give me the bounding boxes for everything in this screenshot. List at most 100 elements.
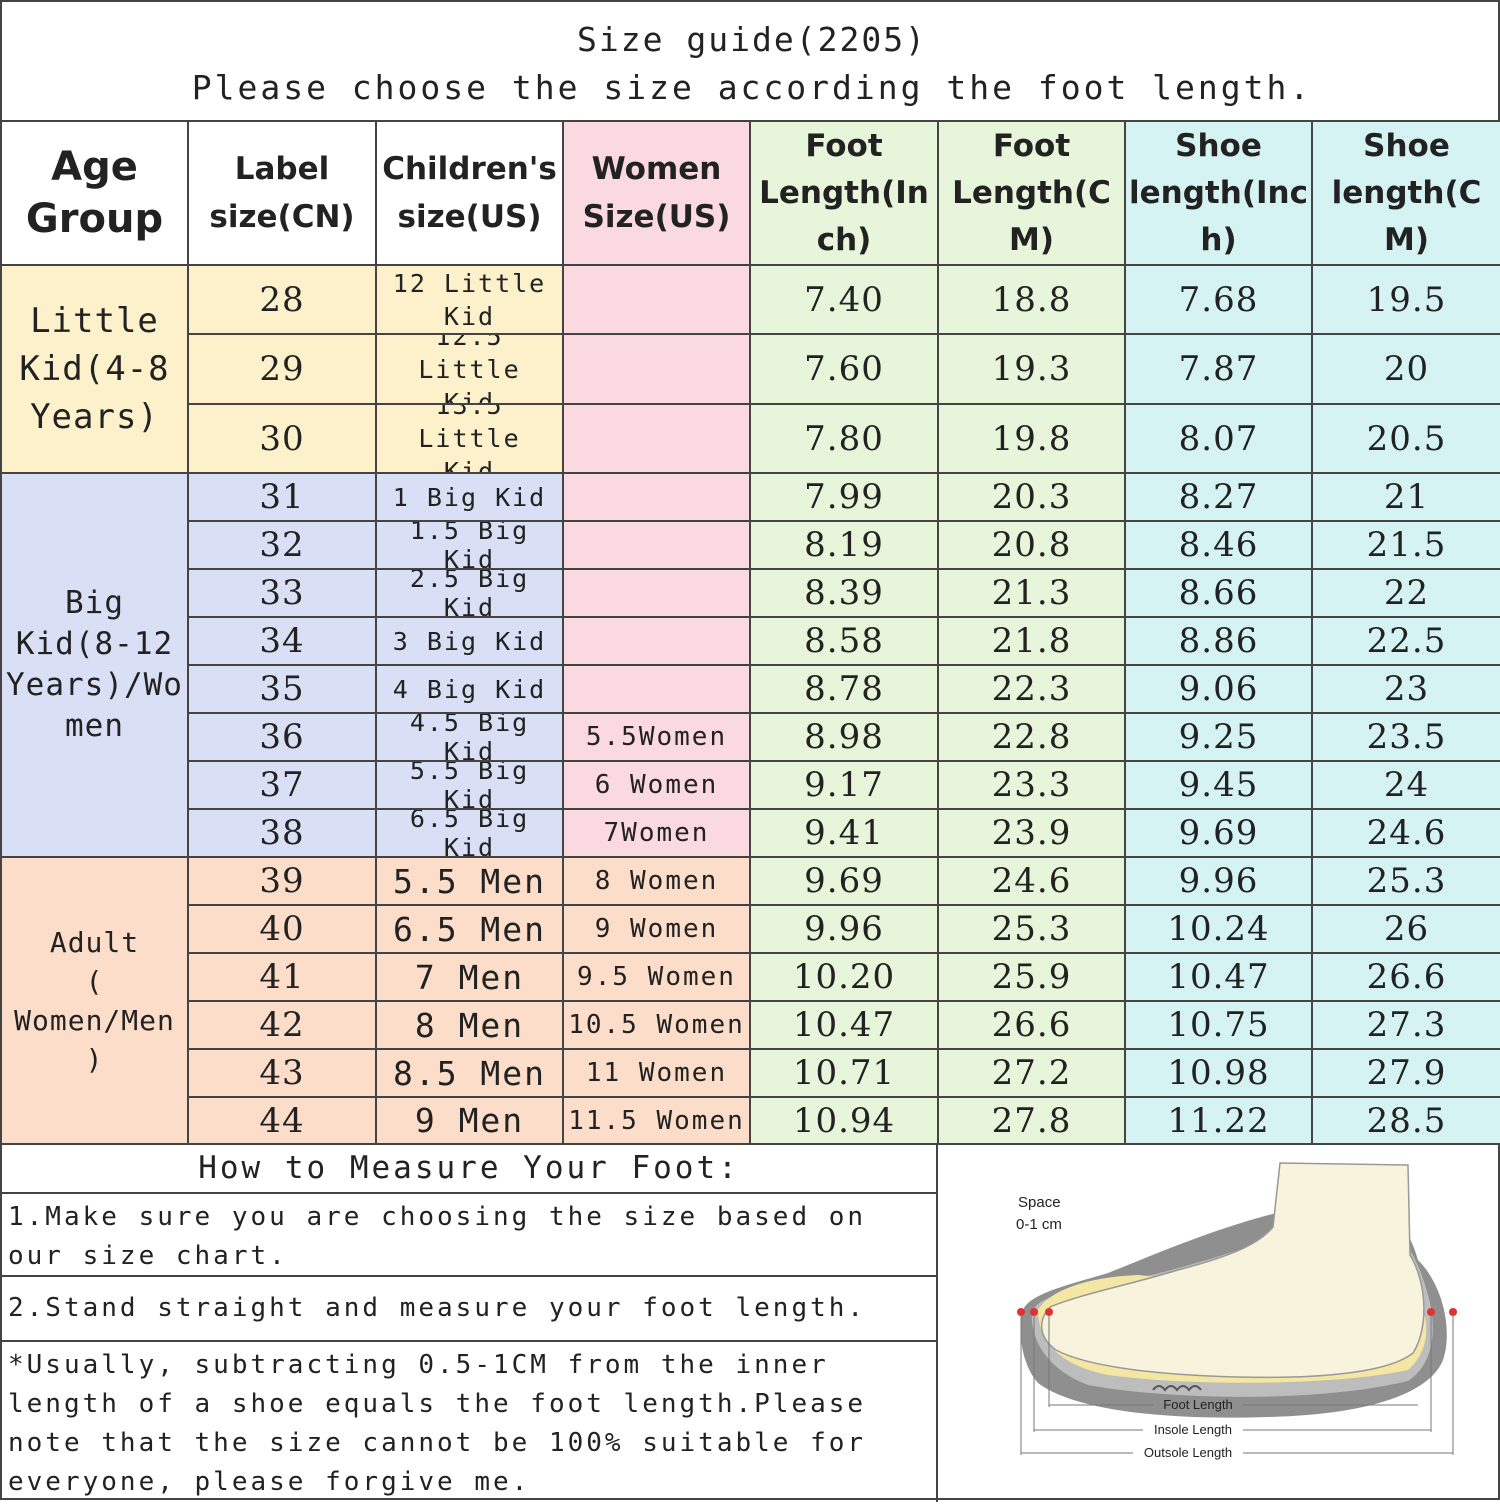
shoe-length-inch-cell: 7.87 (1126, 335, 1313, 405)
label-size-cell: 28 (189, 266, 377, 335)
toe-marker-mid (1030, 1308, 1038, 1316)
header-label: Label size(CN) (189, 122, 377, 266)
howto-step-2: 2.Stand straight and measure your foot l… (2, 1277, 938, 1342)
foot-length-cm-cell: 20.3 (939, 474, 1126, 522)
header-foot-in: Foot Length(In ch) (751, 122, 939, 266)
shoe-length-cm-cell: 24 (1313, 762, 1500, 810)
foot-length-inch-cell: 9.41 (751, 810, 939, 858)
label-size-cell: 29 (189, 335, 377, 405)
foot-length-cm-cell: 21.8 (939, 618, 1126, 666)
header-line: Length(In (759, 174, 929, 211)
header-line: Women (591, 151, 722, 187)
children-size-line: Kid (443, 387, 496, 405)
header-line: h) (1200, 221, 1237, 258)
women-size-cell: 11 Women (564, 1050, 751, 1098)
header-line: Length(C (952, 174, 1111, 211)
children-size-line: 4 Big Kid (392, 674, 547, 704)
shoe-length-cm-cell: 23 (1313, 666, 1500, 714)
children-size-cell: 3 Big Kid (377, 618, 564, 666)
shoe-length-cm-cell: 24.6 (1313, 810, 1500, 858)
women-size-cell (564, 474, 751, 522)
foot-length-cm-cell: 19.3 (939, 335, 1126, 405)
shoe-length-cm-cell: 22 (1313, 570, 1500, 618)
shoe-length-cm-cell: 26.6 (1313, 954, 1500, 1002)
guide-subtitle: Please choose the size according the foo… (191, 68, 1313, 107)
foot-length-label: Foot Length (1163, 1397, 1232, 1412)
foot-length-inch-cell: 8.58 (751, 618, 939, 666)
foot-length-inch-cell: 10.71 (751, 1050, 939, 1098)
children-size-line: 4.5 Big Kid (409, 714, 530, 762)
shoe-length-cm-cell: 23.5 (1313, 714, 1500, 762)
header-foot-cm: Foot Length(C M) (939, 122, 1126, 266)
shoe-length-inch-cell: 10.98 (1126, 1050, 1313, 1098)
women-size-cell (564, 335, 751, 405)
women-size-cell: 7Women (564, 810, 751, 858)
foot-length-cm-cell: 23.3 (939, 762, 1126, 810)
label-size-cell: 35 (189, 666, 377, 714)
age-group-line: men (65, 708, 124, 744)
header-line: Label (234, 151, 330, 187)
foot-length-inch-cell: 8.78 (751, 666, 939, 714)
children-size-line: 2.5 Big Kid (409, 570, 530, 618)
label-size-cell: 31 (189, 474, 377, 522)
children-size-line: 6.5 Big Kid (409, 810, 530, 858)
women-size-cell (564, 522, 751, 570)
header-line: Group (25, 196, 164, 242)
toe-marker-outer (1017, 1308, 1025, 1316)
foot-length-cm-cell: 21.3 (939, 570, 1126, 618)
shoe-length-inch-cell: 8.27 (1126, 474, 1313, 522)
women-size-cell: 5.5Women (564, 714, 751, 762)
foot-measure-diagram: Space 0-1 cm Foot Length Insole Length O… (938, 1145, 1500, 1502)
header-line: size(CN) (209, 199, 355, 235)
header-line: Shoe (1363, 127, 1450, 164)
shoe-length-inch-cell: 10.75 (1126, 1002, 1313, 1050)
label-size-cell: 44 (189, 1098, 377, 1145)
children-size-line: 5.5 Big Kid (409, 762, 530, 810)
age-group-line: ) (85, 1042, 104, 1076)
toe-marker-inner (1045, 1308, 1053, 1316)
age-group-line: Kid(8-12 (15, 626, 174, 662)
space-value: 0-1 cm (1016, 1216, 1062, 1233)
foot-length-inch-cell: 9.96 (751, 906, 939, 954)
children-size-line: 12 Little (392, 268, 547, 298)
age-group-line: Kid(4-8 (19, 349, 170, 389)
howto-heading: How to Measure Your Foot: (2, 1145, 938, 1194)
shoe-length-inch-cell: 9.06 (1126, 666, 1313, 714)
shoe-length-inch-cell: 9.45 (1126, 762, 1313, 810)
outsole-length-label: Outsole Length (1144, 1445, 1232, 1460)
women-size-cell (564, 266, 751, 335)
foot-length-cm-cell: 22.3 (939, 666, 1126, 714)
shoe-length-cm-cell: 22.5 (1313, 618, 1500, 666)
label-size-cell: 30 (189, 405, 377, 474)
label-size-cell: 40 (189, 906, 377, 954)
children-size-cell: 6.5 Big Kid (377, 810, 564, 858)
foot-length-inch-cell: 10.20 (751, 954, 939, 1002)
children-size-line: 9 Men (414, 1101, 525, 1140)
foot-length-cm-cell: 24.6 (939, 858, 1126, 906)
age-group-line: Years) (30, 397, 159, 437)
children-size-line: 8.5 Men (392, 1053, 547, 1093)
women-size-cell: 9 Women (564, 906, 751, 954)
howto-step-1: 1.Make sure you are choosing the size ba… (2, 1194, 938, 1277)
foot-length-cm-cell: 22.8 (939, 714, 1126, 762)
foot-length-inch-cell: 7.99 (751, 474, 939, 522)
foot-length-inch-cell: 8.98 (751, 714, 939, 762)
foot-length-inch-cell: 8.39 (751, 570, 939, 618)
title-block: Size guide(2205) Please choose the size … (2, 2, 1500, 122)
children-size-line: Kid (443, 301, 496, 331)
children-size-cell: 13.5 Little Kid (377, 405, 564, 474)
children-size-line: 8 Men (414, 1005, 525, 1045)
header-shoe-in: Shoe length(Inc h) (1126, 122, 1313, 266)
shoe-length-cm-cell: 25.3 (1313, 858, 1500, 906)
label-size-cell: 37 (189, 762, 377, 810)
guide-title: Size guide(2205) (577, 20, 927, 59)
age-group-line: Years)/Wo (6, 667, 183, 703)
header-age: Age Group (2, 122, 189, 266)
foot-length-inch-cell: 9.17 (751, 762, 939, 810)
children-size-cell: 6.5 Men (377, 906, 564, 954)
children-size-cell: 12 Little Kid (377, 266, 564, 335)
age-group-line: Little (30, 301, 159, 341)
shoe-length-cm-cell: 21 (1313, 474, 1500, 522)
label-size-cell: 43 (189, 1050, 377, 1098)
